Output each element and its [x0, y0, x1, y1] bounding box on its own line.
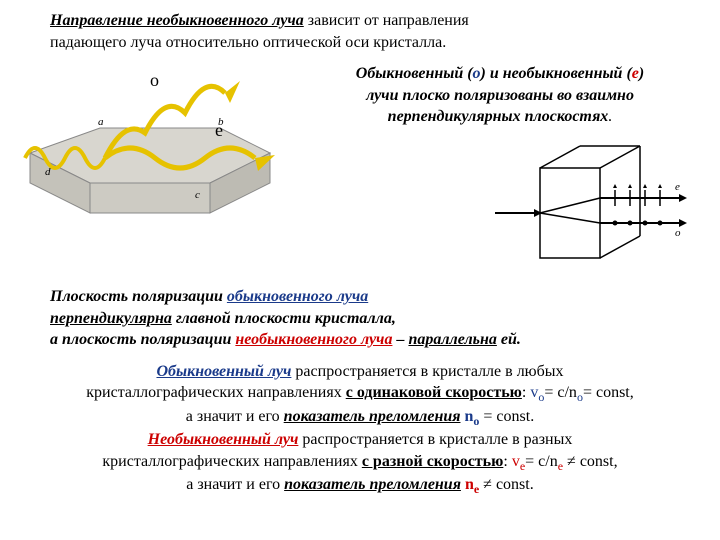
b-vo: vо — [530, 384, 544, 401]
pl-2: обыкновенного луча — [227, 288, 368, 305]
pt-l3dot: . — [608, 108, 612, 125]
b-t7: показатель преломления — [284, 408, 461, 425]
intro-line2: падающего луча относительно оптической о… — [50, 34, 446, 51]
b-t7b: показатель преломления — [284, 476, 461, 493]
b-t6: а значит и его — [186, 408, 284, 425]
b-eq2: = c/n — [525, 453, 558, 470]
b-sub2: е — [558, 459, 563, 473]
neq-icon: ≠ — [567, 451, 576, 473]
pl-7: – — [392, 331, 408, 348]
crystal-diagram: a b c d о е — [20, 63, 290, 233]
e-label: е — [215, 118, 223, 142]
b-n1: nо — [460, 408, 479, 425]
b-e4: с разной скоростью — [362, 453, 504, 470]
pt-l1d: е — [632, 65, 639, 82]
b-const1: = const, — [583, 384, 634, 401]
b-e5: : — [503, 453, 511, 470]
b-nc1: = const. — [479, 408, 534, 425]
pl-4: главной плоскости кристалла, — [172, 310, 396, 327]
intro-bold: Направление необыкновенного луча — [50, 12, 304, 29]
pt-l2: лучи плоско поляризованы во взаимно — [300, 85, 700, 107]
b-t3: кристаллографических направлениях — [86, 384, 345, 401]
plane-text: Плоскость поляризации обыкновенного луча… — [50, 286, 700, 351]
b-t2: распространяется в кристалле в любых — [291, 363, 563, 380]
svg-text:d: d — [45, 166, 51, 178]
b-eq1: = c/n — [544, 384, 577, 401]
pt-l1e: ) — [639, 65, 644, 82]
b-ne: nе — [461, 476, 479, 493]
pl-5: а плоскость поляризации — [50, 331, 235, 348]
pt-l1b: о — [473, 65, 481, 82]
svg-text:e: e — [675, 181, 680, 193]
b-e3: кристаллографических направлениях — [102, 453, 361, 470]
pt-l1c: ) и необыкновенный ( — [481, 65, 632, 82]
mid-row: a b c d о е Обыкновенный (о) и необыкнов… — [20, 63, 700, 278]
b-nne: const. — [492, 476, 534, 493]
prism-diagram: e o — [490, 138, 690, 278]
bottom-text: Обыкновенный луч распространяется в крис… — [20, 361, 700, 498]
intro-rest1: зависит от направления — [304, 12, 469, 29]
pt-l1a: Обыкновенный ( — [356, 65, 473, 82]
b-t1: Обыкновенный луч — [156, 363, 291, 380]
svg-text:a: a — [98, 116, 104, 128]
pl-8: параллельна — [408, 331, 496, 348]
pl-9: ей. — [497, 331, 521, 348]
svg-text:o: o — [675, 227, 681, 239]
b-t4: с одинаковой скоростью — [346, 384, 522, 401]
b-e1: Необыкновенный луч — [148, 431, 299, 448]
intro-text: Направление необыкновенного луча зависит… — [50, 10, 700, 53]
neq-icon2: ≠ — [483, 476, 492, 493]
pl-3: перпендикулярна — [50, 310, 172, 327]
pt-l3: перпендикулярных плоскостях — [388, 108, 609, 125]
b-ve: vе — [512, 453, 525, 470]
b-neconst: const, — [576, 453, 618, 470]
pl-1: Плоскость поляризации — [50, 288, 227, 305]
o-label: о — [150, 68, 159, 92]
b-e2: распространяется в кристалле в разных — [298, 431, 572, 448]
svg-text:c: c — [195, 189, 200, 201]
pl-6: необыкновенного луча — [235, 331, 392, 348]
b-t6b: а значит и его — [186, 476, 284, 493]
polarization-text: Обыкновенный (о) и необыкновенный (е) лу… — [290, 63, 700, 278]
